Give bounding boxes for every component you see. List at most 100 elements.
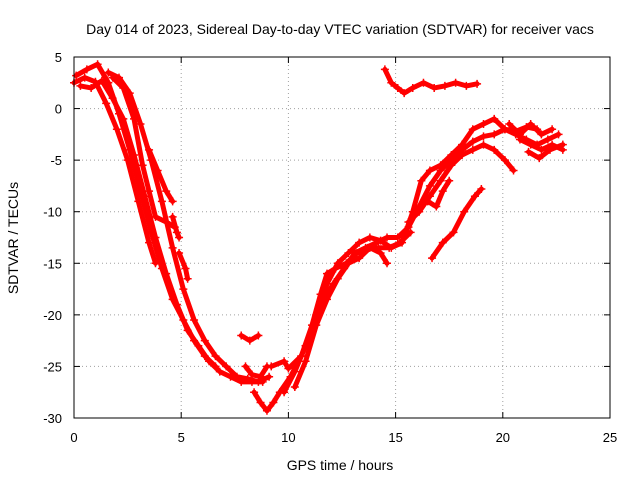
data-point xyxy=(183,326,192,335)
data-point xyxy=(344,259,353,268)
data-point xyxy=(387,78,396,87)
data-point xyxy=(458,140,467,149)
x-tick-label: 25 xyxy=(603,430,617,445)
data-point xyxy=(365,233,374,242)
data-point xyxy=(419,78,428,87)
data-point xyxy=(383,259,392,268)
data-series-track-10 xyxy=(237,331,263,345)
data-point xyxy=(181,264,190,273)
data-point xyxy=(262,406,271,415)
data-series-track-8 xyxy=(175,248,192,283)
data-point xyxy=(97,76,106,85)
data-point xyxy=(108,94,117,103)
data-point xyxy=(87,83,96,92)
data-point xyxy=(237,331,246,340)
y-tick-label: -30 xyxy=(43,411,62,426)
y-tick-label: -25 xyxy=(43,359,62,374)
data-point xyxy=(505,120,514,129)
data-point xyxy=(470,192,479,201)
data-point xyxy=(112,125,121,134)
data-point xyxy=(393,83,402,92)
data-point xyxy=(267,362,276,371)
data-trace xyxy=(425,178,452,210)
data-point xyxy=(447,161,456,170)
data-point xyxy=(256,398,265,407)
data-point xyxy=(537,145,546,154)
data-point xyxy=(428,254,437,263)
data-point xyxy=(183,274,192,283)
data-point xyxy=(490,130,499,139)
data-point xyxy=(400,89,409,98)
data-point xyxy=(175,233,184,242)
y-tick-label: 5 xyxy=(55,50,62,65)
data-point xyxy=(449,228,458,237)
data-trace xyxy=(77,78,266,385)
data-series-track-9 xyxy=(241,362,271,381)
data-point xyxy=(265,372,274,381)
data-point xyxy=(543,135,552,144)
data-point xyxy=(211,352,220,361)
x-tick-label: 10 xyxy=(281,430,295,445)
data-point xyxy=(436,161,445,170)
y-tick-label: -10 xyxy=(43,205,62,220)
data-point xyxy=(430,83,439,92)
data-point xyxy=(438,187,447,196)
chart-title: Day 014 of 2023, Sidereal Day-to-day VTE… xyxy=(86,21,594,37)
data-point xyxy=(151,212,160,221)
data-point xyxy=(524,147,533,156)
data-point xyxy=(108,73,117,82)
data-point xyxy=(432,202,441,211)
data-point xyxy=(168,197,177,206)
data-point xyxy=(104,68,113,77)
y-tick-label: -15 xyxy=(43,256,62,271)
data-point xyxy=(254,331,263,340)
data-series-layer xyxy=(70,60,567,415)
data-point xyxy=(500,156,509,165)
data-point xyxy=(473,79,482,88)
data-point xyxy=(500,125,509,134)
data-point xyxy=(440,81,449,90)
data-point xyxy=(151,233,160,242)
data-point xyxy=(333,259,342,268)
data-point xyxy=(383,233,392,242)
data-point xyxy=(387,243,396,252)
data-point xyxy=(344,248,353,257)
data-series-track-14 xyxy=(290,243,392,392)
data-point xyxy=(93,60,102,69)
data-point xyxy=(423,197,432,206)
data-point xyxy=(130,114,139,123)
data-point xyxy=(145,187,154,196)
data-point xyxy=(355,238,364,247)
data-point xyxy=(168,243,177,252)
data-point xyxy=(425,166,434,175)
data-point xyxy=(119,83,128,92)
data-point xyxy=(490,145,499,154)
data-point xyxy=(172,300,181,309)
data-point xyxy=(438,238,447,247)
data-point xyxy=(241,362,250,371)
data-point xyxy=(415,207,424,216)
axis-ticks: 0 5 10 15 20 25 5 0 -5 -10 -15 -20 -25 -30 xyxy=(43,50,617,445)
data-point xyxy=(175,248,184,257)
data-point xyxy=(72,71,81,80)
data-series-track-1 xyxy=(70,73,160,268)
data-point xyxy=(136,120,145,129)
data-point xyxy=(250,388,259,397)
data-point xyxy=(554,130,563,139)
data-point xyxy=(515,130,524,139)
data-point xyxy=(404,218,413,227)
data-point xyxy=(172,228,181,237)
data-point xyxy=(408,83,417,92)
data-point xyxy=(447,150,456,159)
data-point xyxy=(80,73,89,82)
data-point xyxy=(462,81,471,90)
data-point xyxy=(490,114,499,123)
data-point xyxy=(322,279,331,288)
data-point xyxy=(162,187,171,196)
data-series-track-7 xyxy=(168,212,184,242)
data-point xyxy=(468,125,477,134)
data-point xyxy=(119,114,128,123)
data-point xyxy=(140,192,149,201)
data-point xyxy=(545,145,554,154)
